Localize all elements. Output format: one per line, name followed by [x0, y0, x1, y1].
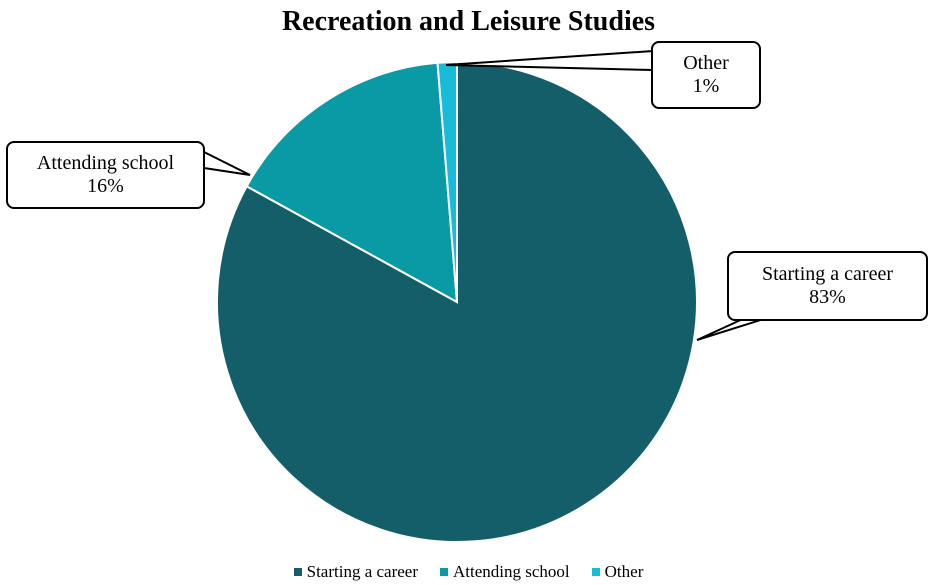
- chart-legend: Starting a career Attending school Other: [0, 562, 937, 582]
- legend-item-other: Other: [591, 562, 644, 582]
- callout-pointer-career: [696, 317, 768, 341]
- legend-swatch: [440, 568, 449, 576]
- callout-label: Other: [683, 52, 729, 74]
- legend-label: Attending school: [453, 562, 570, 581]
- legend-item-starting-a-career: Starting a career: [293, 562, 419, 582]
- callout-value: 16%: [87, 175, 124, 197]
- slice-starting-a-career: [216, 60, 698, 543]
- legend-swatch: [293, 568, 302, 576]
- legend-swatch: [591, 568, 600, 576]
- callout-label: Starting a career: [761, 263, 894, 285]
- slice-attending-school: [245, 61, 459, 304]
- callout-value: 83%: [809, 286, 846, 308]
- callout-pointer-school: [203, 150, 251, 176]
- callout-attending-school: Attending school 16%: [6, 141, 205, 209]
- callout-starting-a-career: Starting a career 83%: [727, 251, 928, 321]
- legend-item-attending-school: Attending school: [440, 562, 570, 582]
- callout-value: 1%: [692, 75, 720, 97]
- legend-label: Other: [604, 562, 644, 581]
- legend-label: Starting a career: [306, 562, 419, 581]
- callout-label: Attending school: [36, 152, 175, 174]
- slice-other: [436, 60, 458, 303]
- callout-other: Other 1%: [651, 41, 761, 109]
- chart-title: Recreation and Leisure Studies: [281, 6, 656, 37]
